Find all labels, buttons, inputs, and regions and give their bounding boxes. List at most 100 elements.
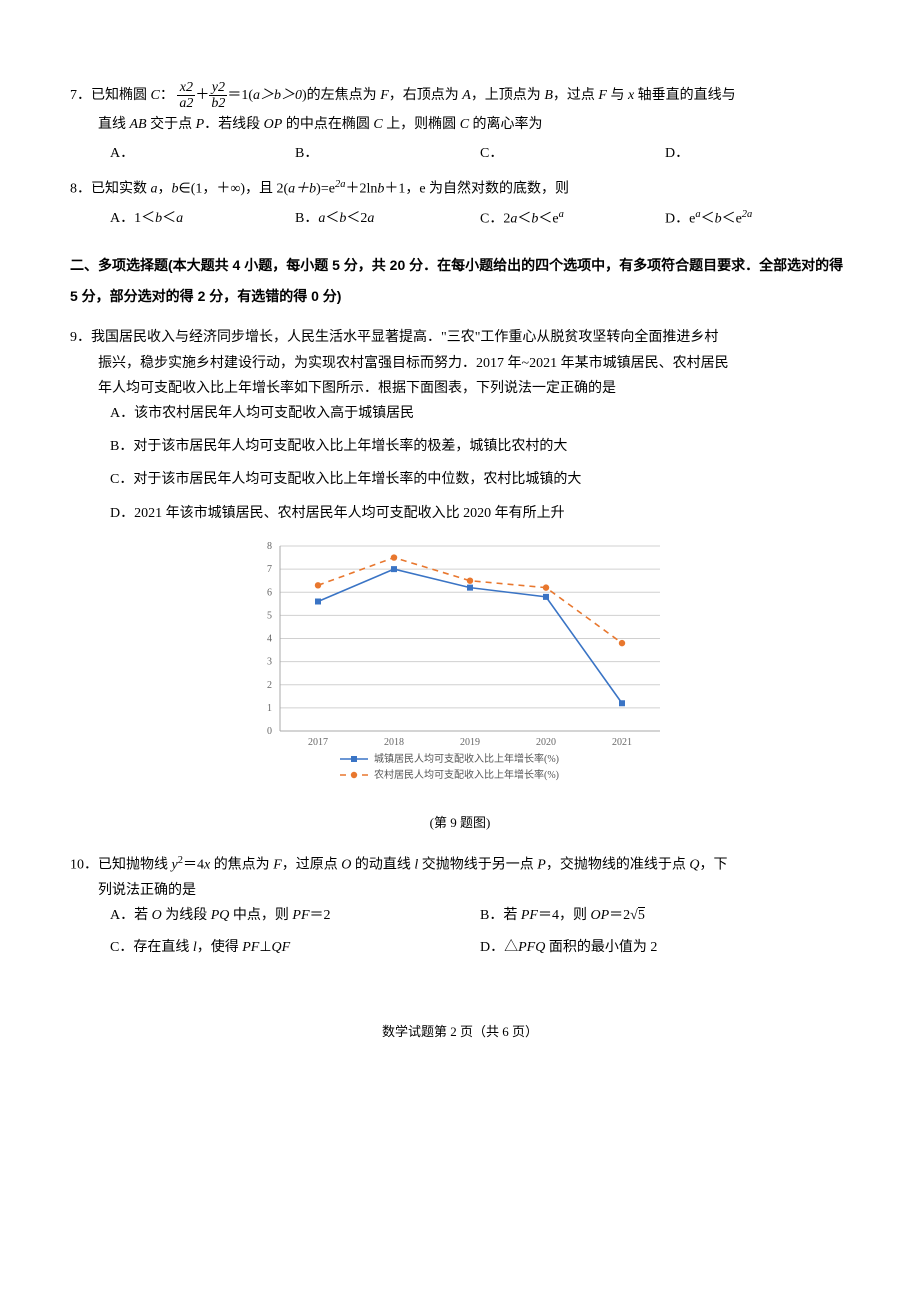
svg-text:农村居民人均可支配收入比上年增长率(%): 农村居民人均可支配收入比上年增长率(%)	[374, 768, 559, 781]
q8-a: a	[151, 182, 158, 197]
q8-eq: )=e	[316, 182, 335, 197]
q10D-PFQ: PFQ	[518, 940, 545, 955]
q7-line2: 直线 AB 交于点 P．若线段 OP 的中点在椭圆 C 上，则椭圆 C 的离心率…	[98, 112, 850, 137]
q7-optB: B．	[295, 141, 480, 166]
svg-text:城镇居民人均可支配收入比上年增长率(%): 城镇居民人均可支配收入比上年增长率(%)	[374, 752, 559, 765]
svg-text:5: 5	[267, 610, 272, 621]
q7-optC: C．	[480, 141, 665, 166]
q10C-perp: ⊥	[259, 940, 271, 955]
q10B-m: ＝4，则	[538, 908, 591, 923]
q7-P: P	[196, 117, 205, 132]
q8-optD: D．ea＜b＜e2a	[665, 206, 850, 232]
q7-eq: ＝1(	[227, 88, 253, 103]
q10A-r: 中点，则	[229, 908, 292, 923]
q10-P: P	[537, 858, 546, 873]
q10-line2: 列说法正确的是	[98, 878, 850, 903]
question-7: 7．已知椭圆 C： x2a2＋y2b2＝1(a＞b＞0)的左焦点为 F，右顶点为…	[70, 80, 850, 166]
q7-r6: 轴垂直的直线与	[634, 88, 736, 103]
q7-frac2-top: y2	[209, 80, 227, 96]
q8D-b: b	[715, 212, 722, 227]
q8A-lt: ＜	[162, 211, 176, 226]
q10A-PQ: PQ	[211, 908, 230, 923]
q9-optD: D．2021 年该市城镇居民、农村居民年人均可支配收入比 2020 年有所上升	[110, 501, 850, 526]
q8D-lt: ＜	[701, 212, 715, 227]
q8A-l: A．1＜	[110, 211, 155, 226]
svg-text:2019: 2019	[460, 737, 480, 748]
q10B-sqrt: √5	[630, 907, 645, 923]
q7-plus: ＋	[195, 88, 209, 103]
q9-optB: B．对于该市居民年人均可支配收入比上年增长率的极差，城镇比农村的大	[110, 434, 850, 459]
q10B-eq: ＝2	[609, 908, 630, 923]
svg-text:8: 8	[267, 541, 272, 552]
q10B-PF: PF	[521, 908, 538, 923]
q8-optA: A．1＜b＜a	[110, 206, 295, 232]
q8-plus2: ＋1，e 为自然对数的底数，则	[384, 182, 569, 197]
q8A-a: a	[176, 211, 183, 226]
q9-optA: A．该市农村居民年人均可支配收入高于城镇居民	[110, 401, 850, 426]
q8-b: b	[172, 182, 179, 197]
q7-r5: 与	[607, 88, 628, 103]
q8B-lt: ＜	[325, 211, 339, 226]
q10-O: O	[341, 858, 351, 873]
q7-optA: A．	[110, 141, 295, 166]
q7-l2e: 上，则椭圆	[383, 117, 460, 132]
q8-ab: a＋b	[288, 182, 316, 197]
q7-l2b: 交于点	[147, 117, 196, 132]
q7-r1: )的左焦点为	[302, 88, 380, 103]
q10D-r: 面积的最小值为 2	[545, 940, 657, 955]
q8-optC: C．2a＜b＜ea	[480, 206, 665, 232]
q7-r3: ，上顶点为	[471, 88, 545, 103]
q7-frac1-bot: a2	[177, 96, 195, 111]
q8B-a2: a	[367, 211, 374, 226]
q10B-root: 5	[638, 907, 645, 923]
q7-F2: F	[598, 88, 607, 103]
svg-text:0: 0	[267, 726, 272, 737]
q10B-l: B．若	[480, 908, 521, 923]
q7-frac2: y2b2	[209, 80, 227, 112]
q7-frac1-top: x2	[177, 80, 195, 96]
q10-row1: A．若 O 为线段 PQ 中点，则 PF＝2 B．若 PF＝4，则 OP＝2√5	[110, 903, 850, 928]
q7-AB: AB	[130, 117, 147, 132]
q9-l1: 9．我国居民收入与经济同步增长，人民生活水平显著提高．"三农"工作重心从脱贫攻坚…	[70, 325, 850, 350]
q10-F: F	[273, 858, 282, 873]
svg-text:2018: 2018	[384, 737, 404, 748]
q10C-QF: QF	[272, 940, 291, 955]
question-8: 8．已知实数 a，b∈(1，＋∞)，且 2(a＋b)=e2a＋2lnb＋1，e …	[70, 176, 850, 232]
q7-B: B	[544, 88, 553, 103]
q10-optC: C．存在直线 l，使得 PF⊥QF	[110, 935, 480, 960]
q8C-exp: a	[559, 209, 564, 220]
q8D-l: D．e	[665, 212, 695, 227]
q10-r4: 交抛物线于另一点	[418, 858, 537, 873]
q10-optD: D．△PFQ 面积的最小值为 2	[480, 935, 850, 960]
q7-l2d: 的中点在椭圆	[282, 117, 373, 132]
q7-colon: ：	[160, 88, 174, 103]
q8D-lt2: ＜e	[722, 212, 742, 227]
q7-agtb: a＞b＞0	[253, 88, 302, 103]
q8C-lt2: ＜e	[538, 212, 558, 227]
q7-options: A． B． C． D．	[110, 141, 850, 166]
q10-r6: ，下	[699, 858, 727, 873]
q7-C3: C	[460, 117, 469, 132]
q8-exp2a: 2a	[335, 179, 346, 190]
q10A-PF: PF	[292, 908, 309, 923]
q10-optA: A．若 O 为线段 PQ 中点，则 PF＝2	[110, 903, 480, 928]
q10-row2: C．存在直线 l，使得 PF⊥QF D．△PFQ 面积的最小值为 2	[110, 935, 850, 960]
q7-r4: ，过点	[553, 88, 599, 103]
q10C-m: ，使得	[197, 940, 243, 955]
q10-optB: B．若 PF＝4，则 OP＝2√5	[480, 903, 850, 928]
q7-C: C	[151, 88, 160, 103]
svg-text:2021: 2021	[612, 737, 632, 748]
q10-r1: 的焦点为	[210, 858, 273, 873]
q10-r3: 的动直线	[351, 858, 414, 873]
q8-optB: B．a＜b＜2a	[295, 206, 480, 232]
svg-text:2020: 2020	[536, 737, 556, 748]
svg-text:2017: 2017	[308, 737, 328, 748]
q7-frac1: x2a2	[177, 80, 195, 112]
chart-svg: 01234567820172018201920202021城镇居民人均可支配收入…	[240, 536, 680, 796]
svg-text:7: 7	[267, 564, 272, 575]
svg-text:6: 6	[267, 587, 272, 598]
q7-text: 7．已知椭圆 C： x2a2＋y2b2＝1(a＞b＞0)的左焦点为 F，右顶点为…	[70, 88, 736, 103]
q9-optC: C．对于该市居民年人均可支配收入比上年增长率的中位数，农村比城镇的大	[110, 467, 850, 492]
q10A-l: A．若	[110, 908, 152, 923]
q8-prefix: 8．已知实数	[70, 182, 151, 197]
